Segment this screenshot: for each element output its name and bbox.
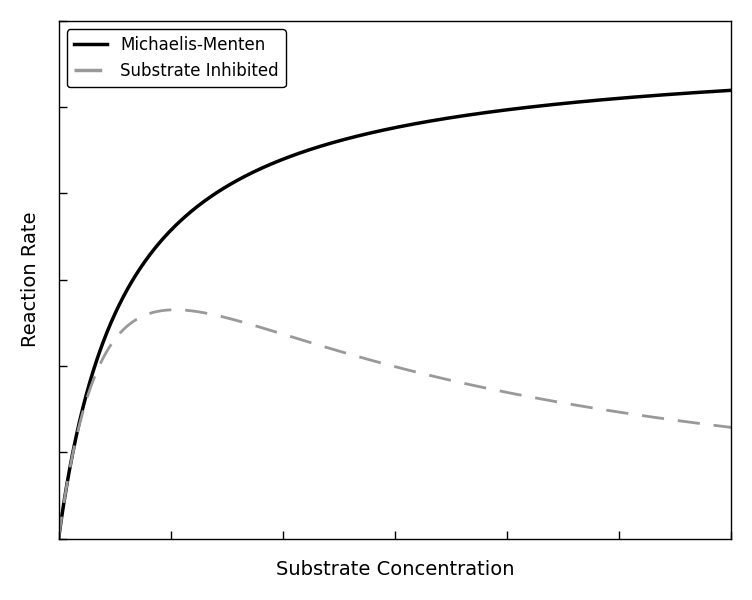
Substrate Inhibited: [579, 403, 588, 410]
X-axis label: Substrate Concentration: Substrate Concentration: [276, 560, 514, 579]
Michaelis-Menten: [726, 87, 735, 94]
Michaelis-Menten: [516, 104, 525, 112]
Michaelis-Menten: [326, 140, 335, 147]
Line: Substrate Inhibited: Substrate Inhibited: [59, 310, 731, 539]
Substrate Inhibited: [591, 405, 600, 412]
Substrate Inhibited: [123, 322, 132, 329]
Substrate Inhibited: [171, 306, 180, 313]
Substrate Inhibited: [54, 535, 63, 542]
Y-axis label: Reaction Rate: Reaction Rate: [21, 212, 40, 347]
Legend: Michaelis-Menten, Substrate Inhibited: Michaelis-Menten, Substrate Inhibited: [67, 29, 286, 87]
Michaelis-Menten: [350, 133, 359, 140]
Michaelis-Menten: [123, 286, 132, 293]
Substrate Inhibited: [726, 424, 735, 431]
Substrate Inhibited: [326, 345, 335, 352]
Substrate Inhibited: [351, 352, 360, 359]
Michaelis-Menten: [54, 535, 63, 542]
Substrate Inhibited: [517, 392, 526, 399]
Michaelis-Menten: [590, 97, 599, 104]
Michaelis-Menten: [578, 98, 587, 105]
Line: Michaelis-Menten: Michaelis-Menten: [59, 91, 731, 539]
